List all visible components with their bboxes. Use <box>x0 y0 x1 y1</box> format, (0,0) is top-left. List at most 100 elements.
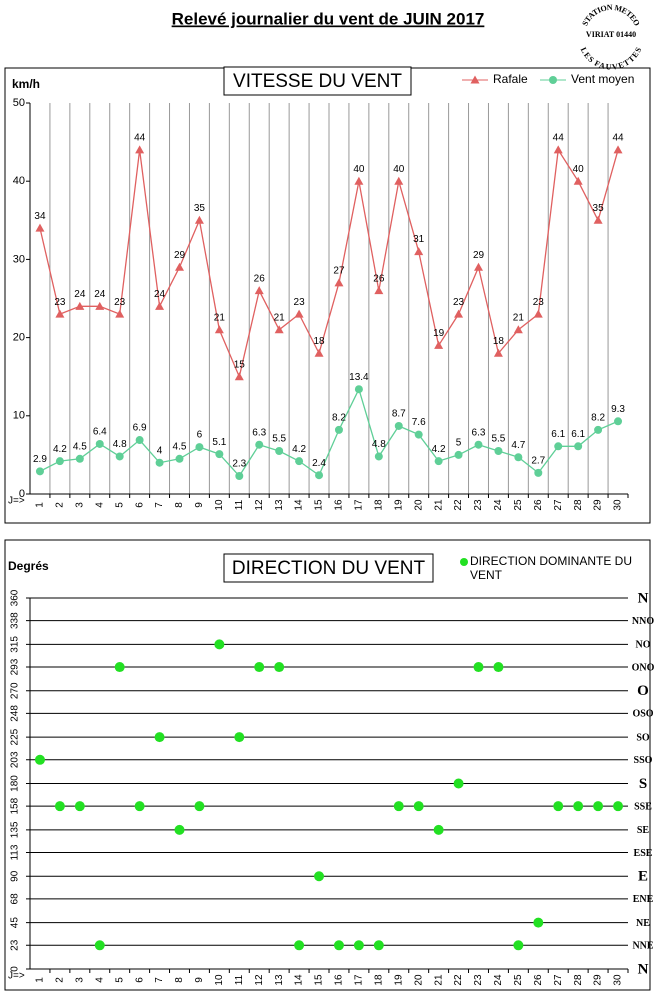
data-label: 9.3 <box>611 404 625 415</box>
data-label: 2.3 <box>232 459 246 470</box>
y-tick-label: 113 <box>10 844 21 860</box>
x-tick-label: 22 <box>453 499 464 511</box>
data-label: 40 <box>393 164 405 175</box>
y-tick-label: 40 <box>13 175 25 187</box>
marker <box>75 301 85 310</box>
x-tick-label: 10 <box>214 974 225 986</box>
marker <box>354 176 364 185</box>
x-tick-label: 16 <box>334 499 345 511</box>
data-label: 8.2 <box>591 413 605 424</box>
series-line <box>39 148 619 379</box>
direction-label: NE <box>636 918 650 929</box>
x-tick-label: 17 <box>354 499 365 511</box>
marker <box>274 325 284 334</box>
marker <box>275 446 284 455</box>
direction-label: NNO <box>632 616 654 627</box>
marker <box>573 801 584 812</box>
marker <box>493 348 503 357</box>
y-tick-label: 23 <box>10 939 21 951</box>
data-label: 18 <box>493 336 505 347</box>
legend-marker <box>460 558 468 566</box>
data-label: 6.4 <box>93 427 107 438</box>
x-tick-label: 11 <box>234 974 245 985</box>
marker <box>613 801 624 812</box>
marker <box>314 871 325 882</box>
marker <box>95 439 104 448</box>
x-tick-label: 19 <box>393 974 404 986</box>
data-label: 15 <box>234 359 246 370</box>
data-label: 4.8 <box>372 439 386 450</box>
data-label: 8.7 <box>392 409 406 420</box>
y-tick-label: 248 <box>10 705 21 722</box>
marker <box>373 940 384 951</box>
data-label: 26 <box>373 273 385 284</box>
marker <box>554 442 563 451</box>
data-label: 31 <box>413 234 425 245</box>
marker <box>35 467 44 476</box>
y-tick-label: 338 <box>10 612 21 629</box>
x-tick-label: 4 <box>94 502 105 508</box>
x-tick-label: 1 <box>35 502 46 508</box>
marker <box>553 801 564 812</box>
data-label: 44 <box>134 133 146 144</box>
marker <box>594 425 603 434</box>
data-label: 5 <box>456 438 462 449</box>
direction-label: NNE <box>632 941 653 952</box>
marker <box>534 468 543 477</box>
data-label: 2.9 <box>33 454 47 465</box>
marker <box>413 801 424 812</box>
marker <box>254 662 265 673</box>
marker <box>514 453 523 462</box>
marker <box>55 457 64 466</box>
data-label: 5.1 <box>212 437 226 448</box>
marker <box>174 824 185 835</box>
marker <box>195 443 204 452</box>
marker <box>214 325 224 334</box>
marker <box>394 176 404 185</box>
direction-label: SSE <box>634 801 652 812</box>
data-label: 44 <box>553 133 565 144</box>
page-title: Relevé journalier du vent de JUIN 2017 <box>172 9 485 28</box>
data-label: 21 <box>513 312 525 323</box>
data-label: 23 <box>114 297 126 308</box>
y-tick-label: 30 <box>13 253 25 265</box>
marker <box>334 425 343 434</box>
x-tick-label: 6 <box>134 502 145 508</box>
marker <box>333 940 344 951</box>
direction-label: SO <box>636 732 650 743</box>
x-tick-label: 10 <box>214 499 225 511</box>
marker <box>494 446 503 455</box>
marker <box>549 76 557 84</box>
x-tick-label: 14 <box>294 974 305 986</box>
x-tick-label: 24 <box>493 499 504 511</box>
x-tick-label: 12 <box>254 974 265 986</box>
title-box <box>223 66 412 96</box>
data-label: 13.4 <box>349 372 369 383</box>
data-label: 24 <box>74 289 86 300</box>
x-tick-label: 13 <box>274 499 285 511</box>
x-tick-label: 5 <box>114 977 125 983</box>
title-box <box>223 553 434 583</box>
data-label: 5.5 <box>272 434 286 445</box>
series-line <box>39 387 619 478</box>
data-label: 23 <box>294 297 306 308</box>
marker <box>353 940 364 951</box>
marker <box>154 732 165 743</box>
data-label: 26 <box>254 273 266 284</box>
marker <box>94 940 105 951</box>
data-label: 23 <box>453 297 465 308</box>
data-label: 27 <box>333 266 345 277</box>
marker <box>214 639 225 650</box>
y-tick-label: 180 <box>10 775 21 792</box>
y-tick-label: 45 <box>10 917 21 929</box>
x-tick-label: 13 <box>274 974 285 986</box>
marker <box>473 662 484 673</box>
x-prefix: J=> <box>8 971 25 982</box>
data-label: 6 <box>197 430 203 441</box>
x-tick-label: 7 <box>154 502 165 508</box>
x-tick-label: 24 <box>493 974 504 986</box>
data-label: 2.4 <box>312 458 326 469</box>
chart-frame <box>4 539 651 991</box>
data-label: 35 <box>593 203 605 214</box>
x-tick-label: 1 <box>35 977 46 983</box>
